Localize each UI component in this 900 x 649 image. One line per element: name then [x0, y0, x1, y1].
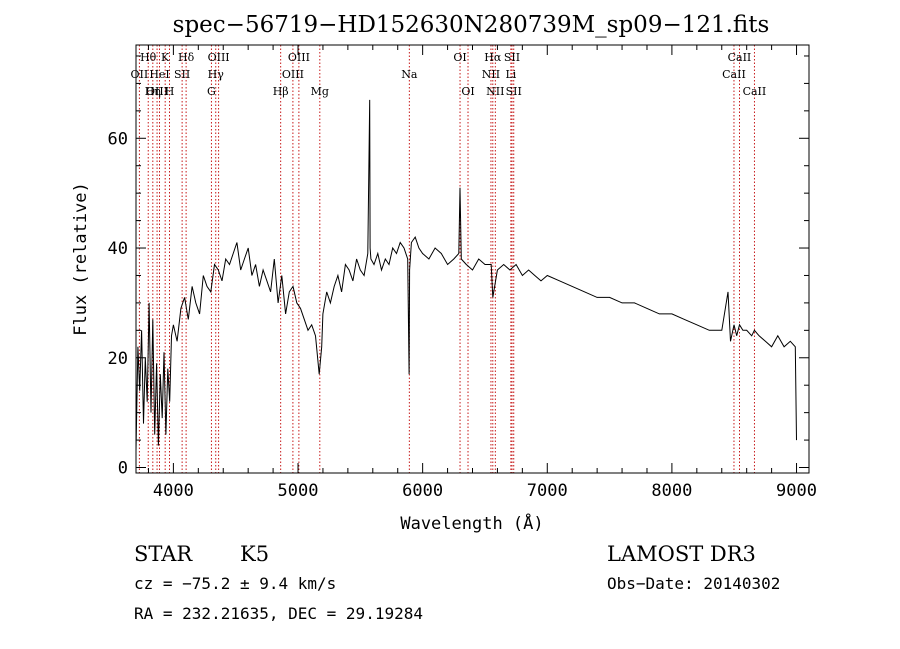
redshift-cz: cz = −75.2 ± 9.4 km/s: [134, 574, 336, 593]
line-label-15: Mg: [311, 85, 329, 98]
line-label-12: OIII: [288, 51, 310, 64]
line-label-0: OII: [131, 68, 149, 81]
y-axis-ticks: 0 20 40 60: [108, 55, 809, 479]
line-label-21: NII: [482, 68, 500, 81]
line-label-7: H: [165, 85, 175, 98]
line-label-17: OI: [453, 51, 466, 64]
survey-name: LAMOST DR3: [607, 542, 756, 566]
obs-date: Obs−Date: 20140302: [607, 574, 780, 593]
spectral-line-markers: [138, 45, 755, 473]
line-label-10: Hγ: [208, 68, 225, 81]
spectral-subclass: K5: [240, 542, 269, 566]
line-label-24: SII: [506, 85, 522, 98]
line-label-18: OI: [461, 85, 474, 98]
object-class: STAR: [134, 542, 193, 566]
x-tick-label: 5000: [278, 481, 319, 501]
line-label-26: CaII: [722, 68, 746, 81]
line-label-27: CaII: [743, 85, 767, 98]
line-label-4: HeI: [149, 68, 169, 81]
ra-dec-coords: RA = 232.21635, DEC = 29.19284: [134, 604, 423, 623]
line-label-1: OIII: [146, 85, 168, 98]
x-axis-label: Wavelength (Å): [400, 512, 543, 534]
line-label-11: G: [207, 85, 216, 98]
line-label-8: Hδ: [178, 51, 195, 64]
spectral-line-labels: OII OIII Hθ K HeI SII Hη H Hδ OIII Hγ G OIII OIII Hβ Mg…: [131, 51, 767, 98]
line-label-3: K: [161, 51, 170, 64]
line-label-19: Hα: [484, 51, 502, 64]
line-label-20: SII: [504, 51, 520, 64]
line-label-25: CaII: [728, 51, 752, 64]
line-label-14: Hβ: [273, 85, 289, 98]
x-axis-ticks: 4000 5000 6000 7000 8000 9000: [147, 45, 817, 501]
y-tick-label: 40: [108, 239, 128, 259]
chart-title: spec−56719−HD152630N280739M_sp09−121.fit…: [173, 12, 770, 38]
line-label-22: Li: [505, 68, 516, 81]
line-label-16: Na: [401, 68, 418, 81]
y-tick-label: 0: [118, 459, 128, 479]
x-tick-label: 7000: [527, 481, 568, 501]
x-tick-label: 6000: [402, 481, 443, 501]
plot-frame: [135, 44, 810, 474]
spectrum-series-line: [135, 99, 797, 452]
line-label-2: Hθ: [140, 51, 157, 64]
y-axis-label: Flux (relative): [71, 182, 91, 336]
x-tick-label: 9000: [776, 481, 817, 501]
y-tick-label: 60: [108, 129, 128, 149]
line-label-13: OIII: [282, 68, 304, 81]
y-tick-label: 20: [108, 349, 128, 369]
x-tick-label: 8000: [651, 481, 692, 501]
line-label-23: NII: [486, 85, 504, 98]
line-label-5: SII: [174, 68, 190, 81]
line-label-9: OIII: [208, 51, 230, 64]
x-tick-label: 4000: [153, 481, 194, 501]
line-label-6: Hη: [145, 85, 161, 98]
